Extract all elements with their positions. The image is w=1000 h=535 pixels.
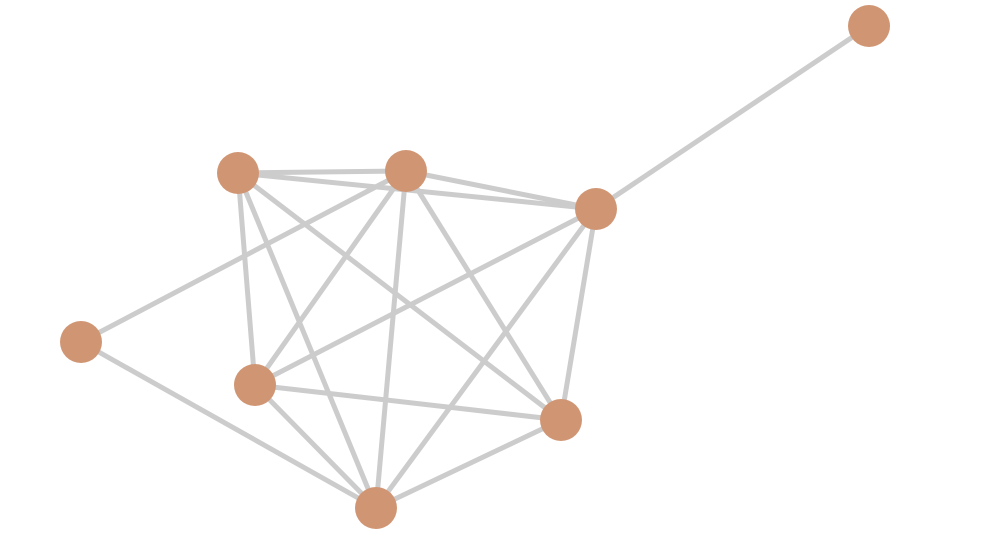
edge-n1-n2 <box>237 168 407 176</box>
edge-n1-n6 <box>236 171 563 422</box>
edge-n5-n6 <box>254 382 562 423</box>
edge-n6-n7 <box>374 417 563 511</box>
node-n5[interactable] <box>234 364 276 406</box>
edge-n3-n6 <box>558 208 599 421</box>
node-n2[interactable] <box>385 150 427 192</box>
edge-n3-n5 <box>253 206 598 388</box>
edge-n2-n5 <box>252 169 409 387</box>
node-n3[interactable] <box>575 188 617 230</box>
edge-n1-n5 <box>235 172 258 386</box>
edge-n3-n0 <box>594 23 871 212</box>
edges-layer <box>79 23 871 511</box>
edge-n4-n7 <box>79 339 378 511</box>
edge-n5-n7 <box>253 383 378 510</box>
node-n1[interactable] <box>217 152 259 194</box>
nodes-layer <box>60 5 890 529</box>
edge-n1-n7 <box>235 172 379 509</box>
edge-n3-n7 <box>373 207 599 510</box>
edge-n2-n7 <box>373 170 409 509</box>
node-n4[interactable] <box>60 321 102 363</box>
edge-n2-n6 <box>403 169 564 422</box>
node-n0[interactable] <box>848 5 890 47</box>
node-n7[interactable] <box>355 487 397 529</box>
edge-n2-n3 <box>405 168 597 212</box>
node-n6[interactable] <box>540 399 582 441</box>
